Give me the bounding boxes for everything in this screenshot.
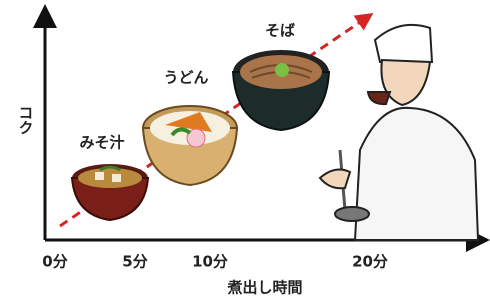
illustration: コク 煮出し時間 0分 5分 10分 20分 みそ汁 うどん そば bbox=[0, 0, 490, 298]
soba-bowl bbox=[233, 50, 329, 130]
item-label: みそ汁 bbox=[79, 134, 124, 152]
x-tick-label: 0分 bbox=[42, 253, 67, 271]
item-label: うどん bbox=[163, 69, 208, 87]
chef bbox=[320, 25, 478, 240]
item-label: そば bbox=[265, 22, 295, 40]
x-tick-label: 5分 bbox=[122, 253, 147, 271]
x-axis-label: 煮出し時間 bbox=[226, 279, 302, 297]
miso-soup-bowl bbox=[72, 164, 148, 220]
udon-bowl bbox=[143, 106, 237, 185]
y-axis-label: コク bbox=[17, 105, 35, 135]
x-tick-label: 20分 bbox=[352, 253, 388, 271]
x-tick-label: 10分 bbox=[192, 253, 228, 271]
